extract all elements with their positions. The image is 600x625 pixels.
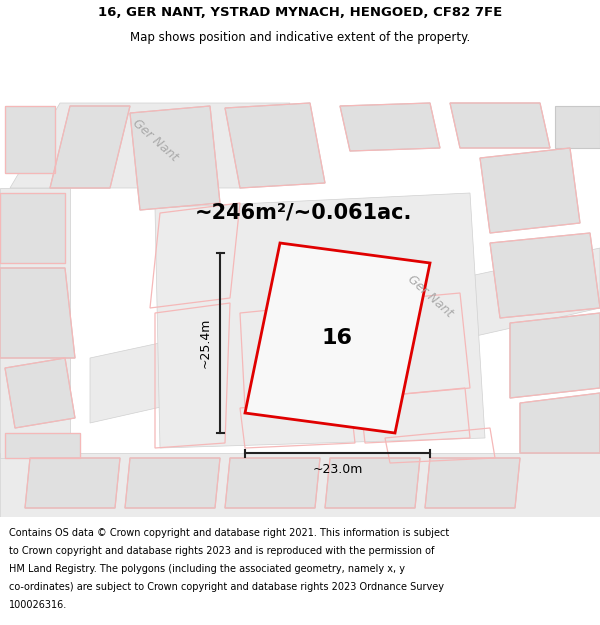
Polygon shape	[5, 106, 55, 173]
Text: to Crown copyright and database rights 2023 and is reproduced with the permissio: to Crown copyright and database rights 2…	[9, 546, 434, 556]
Polygon shape	[0, 193, 65, 263]
Polygon shape	[425, 458, 520, 508]
Polygon shape	[225, 103, 325, 188]
Polygon shape	[5, 433, 80, 458]
Text: ~23.0m: ~23.0m	[313, 463, 362, 476]
Polygon shape	[0, 453, 600, 517]
Polygon shape	[490, 233, 600, 318]
Text: Contains OS data © Crown copyright and database right 2021. This information is : Contains OS data © Crown copyright and d…	[9, 528, 449, 538]
Polygon shape	[510, 313, 600, 398]
Polygon shape	[325, 458, 420, 508]
Text: 100026316.: 100026316.	[9, 600, 67, 610]
Polygon shape	[450, 103, 550, 148]
Polygon shape	[520, 393, 600, 453]
Polygon shape	[555, 106, 600, 148]
Polygon shape	[245, 243, 430, 433]
Polygon shape	[225, 458, 320, 508]
Text: ~25.4m: ~25.4m	[199, 318, 212, 368]
Polygon shape	[125, 458, 220, 508]
Polygon shape	[155, 193, 485, 448]
Text: HM Land Registry. The polygons (including the associated geometry, namely x, y: HM Land Registry. The polygons (includin…	[9, 564, 405, 574]
Polygon shape	[340, 103, 440, 151]
Polygon shape	[5, 358, 75, 428]
Text: Ger Nant: Ger Nant	[130, 116, 180, 164]
Polygon shape	[90, 248, 600, 423]
Polygon shape	[480, 148, 580, 233]
Polygon shape	[0, 188, 70, 458]
Text: Map shows position and indicative extent of the property.: Map shows position and indicative extent…	[130, 31, 470, 44]
Polygon shape	[0, 268, 75, 358]
Text: Ger Nant: Ger Nant	[405, 272, 455, 319]
Polygon shape	[25, 458, 120, 508]
Polygon shape	[130, 106, 220, 210]
Text: ~246m²/~0.061ac.: ~246m²/~0.061ac.	[195, 203, 412, 223]
Text: 16: 16	[322, 328, 353, 348]
Text: co-ordinates) are subject to Crown copyright and database rights 2023 Ordnance S: co-ordinates) are subject to Crown copyr…	[9, 582, 444, 592]
Polygon shape	[50, 106, 130, 188]
Text: 16, GER NANT, YSTRAD MYNACH, HENGOED, CF82 7FE: 16, GER NANT, YSTRAD MYNACH, HENGOED, CF…	[98, 6, 502, 19]
Polygon shape	[10, 103, 290, 188]
